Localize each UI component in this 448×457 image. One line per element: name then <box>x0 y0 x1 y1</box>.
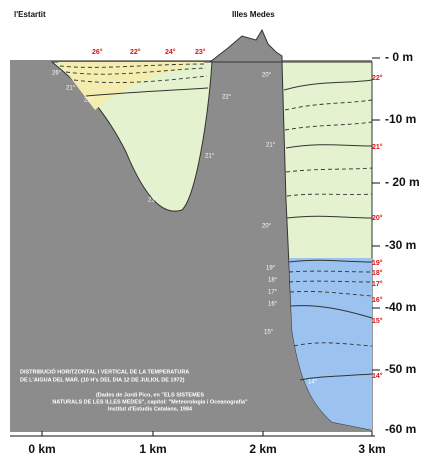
inner-temp: 22° <box>222 95 232 101</box>
surface-temp: 22° <box>130 48 141 56</box>
edge-temp: 14° <box>372 372 383 380</box>
inner-temp: 21° <box>266 143 276 149</box>
caption-line: (Dades de Jordi Pico, en "ELS SISTEMES <box>96 392 204 398</box>
surface-temp: 23° <box>195 48 206 56</box>
place-label: Illes Medes <box>232 10 275 19</box>
caption-line: DE L'AIGUA DEL MAR. (10 H's DEL DIA 12 D… <box>20 377 185 383</box>
caption-line: Institut d'Estudis Catalans, 1984 <box>108 406 193 412</box>
island <box>210 30 282 62</box>
surface-temp: 26° <box>92 48 103 56</box>
depth-label: -60 m <box>385 422 416 436</box>
inner-temp: 19° <box>266 266 276 272</box>
inner-temp: 21° <box>148 198 158 204</box>
edge-temp: 18° <box>372 269 383 277</box>
inner-temp: 20° <box>262 73 272 79</box>
depth-label: -10 m <box>385 112 416 126</box>
depth-label: -40 m <box>385 300 416 314</box>
edge-temp: 16° <box>372 296 383 304</box>
depth-label: -30 m <box>385 238 416 252</box>
distance-label: 2 km <box>249 442 276 456</box>
diagram: l'Estartit Illes Medes - 0 m -10 m - 20 … <box>0 0 448 457</box>
surface-temp: 24° <box>165 48 176 56</box>
inner-temp: 20° <box>262 224 272 230</box>
depth-label: - 0 m <box>385 50 413 64</box>
distance-label: 3 km <box>358 442 385 456</box>
caption-line: DISTRIBUCIÓ HORITZONTAL I VERTICAL DE LA… <box>20 367 189 375</box>
distance-label: 1 km <box>139 442 166 456</box>
place-label: l'Estartit <box>14 10 46 19</box>
edge-temp: 19° <box>372 259 383 267</box>
edge-temp: 20° <box>372 214 383 222</box>
depth-label: - 20 m <box>385 175 420 189</box>
edge-temp: 15° <box>372 317 383 325</box>
inner-temp: 17° <box>268 290 278 296</box>
inner-temp: 21° <box>66 86 76 92</box>
caption-line: NATURALS DE LES ILLES MEDES", capítol: "… <box>52 399 248 405</box>
inner-temp: 18° <box>268 278 278 284</box>
inner-temp: 22° <box>84 98 94 104</box>
inner-temp: 15° <box>264 330 274 336</box>
distance-label: 0 km <box>28 442 55 456</box>
inner-temp: 16° <box>268 302 278 308</box>
inner-temp: 21° <box>205 154 215 160</box>
inner-temp: 14° <box>308 380 318 386</box>
depth-label: -50 m <box>385 362 416 376</box>
edge-temp: 17° <box>372 280 383 288</box>
edge-temp: 21° <box>372 143 383 151</box>
edge-temp: 22° <box>372 74 383 82</box>
inner-temp: 26° <box>52 71 62 77</box>
